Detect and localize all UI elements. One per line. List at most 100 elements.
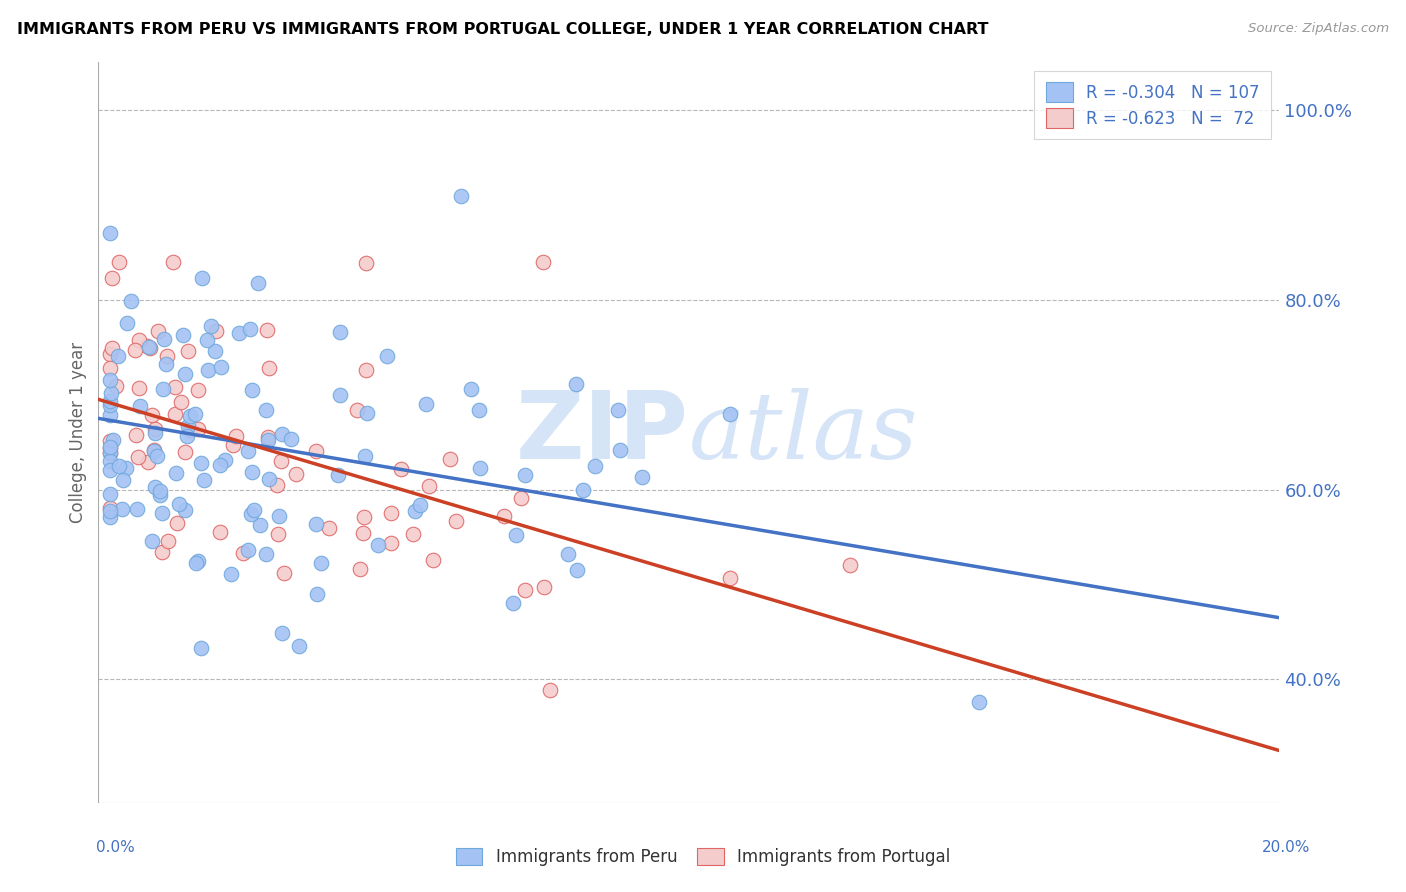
- Point: [356, 406, 378, 420]
- Point: [257, 360, 280, 375]
- Point: [179, 409, 201, 423]
- Point: [136, 339, 159, 353]
- Point: [115, 461, 138, 475]
- Point: [329, 388, 352, 402]
- Point: [630, 470, 652, 484]
- Point: [367, 538, 389, 552]
- Point: [270, 626, 292, 640]
- Point: [422, 552, 444, 566]
- Point: [162, 254, 184, 268]
- Point: [329, 326, 352, 340]
- Point: [266, 527, 288, 541]
- Point: [609, 443, 631, 458]
- Point: [104, 379, 127, 393]
- Text: 20.0%: 20.0%: [1263, 840, 1310, 855]
- Point: [254, 547, 277, 561]
- Point: [166, 516, 188, 530]
- Point: [607, 402, 630, 417]
- Point: [266, 478, 288, 492]
- Point: [280, 433, 302, 447]
- Point: [415, 397, 437, 411]
- Point: [139, 341, 162, 355]
- Text: IMMIGRANTS FROM PERU VS IMMIGRANTS FROM PORTUGAL COLLEGE, UNDER 1 YEAR CORRELATI: IMMIGRANTS FROM PERU VS IMMIGRANTS FROM …: [17, 22, 988, 37]
- Point: [98, 487, 121, 501]
- Point: [101, 433, 124, 447]
- Point: [538, 682, 561, 697]
- Point: [125, 501, 148, 516]
- Point: [156, 350, 179, 364]
- Point: [149, 488, 172, 502]
- Point: [450, 189, 472, 203]
- Point: [98, 444, 121, 458]
- Point: [193, 473, 215, 487]
- Point: [98, 434, 121, 449]
- Point: [176, 429, 198, 443]
- Point: [98, 373, 121, 387]
- Point: [177, 418, 200, 433]
- Point: [153, 332, 176, 346]
- Point: [150, 506, 173, 520]
- Legend: Immigrants from Peru, Immigrants from Portugal: Immigrants from Peru, Immigrants from Po…: [449, 841, 957, 873]
- Point: [98, 446, 121, 460]
- Point: [354, 363, 377, 377]
- Point: [98, 393, 121, 408]
- Point: [190, 456, 212, 470]
- Point: [98, 500, 121, 515]
- Point: [146, 450, 169, 464]
- Point: [305, 444, 328, 458]
- Point: [354, 450, 377, 464]
- Point: [967, 695, 990, 709]
- Point: [200, 319, 222, 334]
- Point: [98, 347, 121, 361]
- Y-axis label: College, Under 1 year: College, Under 1 year: [69, 342, 87, 524]
- Point: [326, 468, 349, 483]
- Point: [318, 521, 340, 535]
- Point: [349, 562, 371, 576]
- Point: [228, 326, 250, 341]
- Point: [143, 422, 166, 436]
- Point: [564, 377, 586, 392]
- Point: [191, 271, 214, 285]
- Point: [98, 454, 121, 468]
- Point: [243, 502, 266, 516]
- Point: [141, 408, 163, 422]
- Point: [100, 385, 122, 400]
- Point: [356, 255, 378, 269]
- Point: [100, 341, 122, 355]
- Point: [305, 587, 328, 601]
- Point: [156, 533, 179, 548]
- Point: [120, 294, 142, 309]
- Point: [184, 556, 207, 570]
- Point: [404, 504, 426, 518]
- Point: [242, 466, 264, 480]
- Point: [190, 641, 212, 656]
- Point: [209, 359, 232, 374]
- Point: [236, 543, 259, 558]
- Point: [98, 408, 121, 422]
- Point: [152, 383, 174, 397]
- Point: [98, 226, 121, 240]
- Point: [163, 407, 186, 421]
- Point: [127, 450, 149, 464]
- Text: Source: ZipAtlas.com: Source: ZipAtlas.com: [1249, 22, 1389, 36]
- Point: [305, 517, 328, 532]
- Point: [418, 479, 440, 493]
- Point: [98, 442, 121, 456]
- Point: [380, 535, 402, 549]
- Point: [165, 380, 187, 394]
- Point: [184, 408, 207, 422]
- Point: [98, 463, 121, 477]
- Point: [187, 384, 209, 398]
- Point: [531, 254, 554, 268]
- Point: [197, 363, 219, 377]
- Text: ZIP: ZIP: [516, 386, 689, 479]
- Point: [145, 480, 167, 494]
- Point: [288, 639, 311, 653]
- Point: [269, 508, 291, 523]
- Point: [100, 440, 122, 454]
- Point: [172, 327, 194, 342]
- Point: [409, 498, 432, 512]
- Point: [838, 558, 860, 573]
- Point: [195, 334, 218, 348]
- Point: [187, 554, 209, 568]
